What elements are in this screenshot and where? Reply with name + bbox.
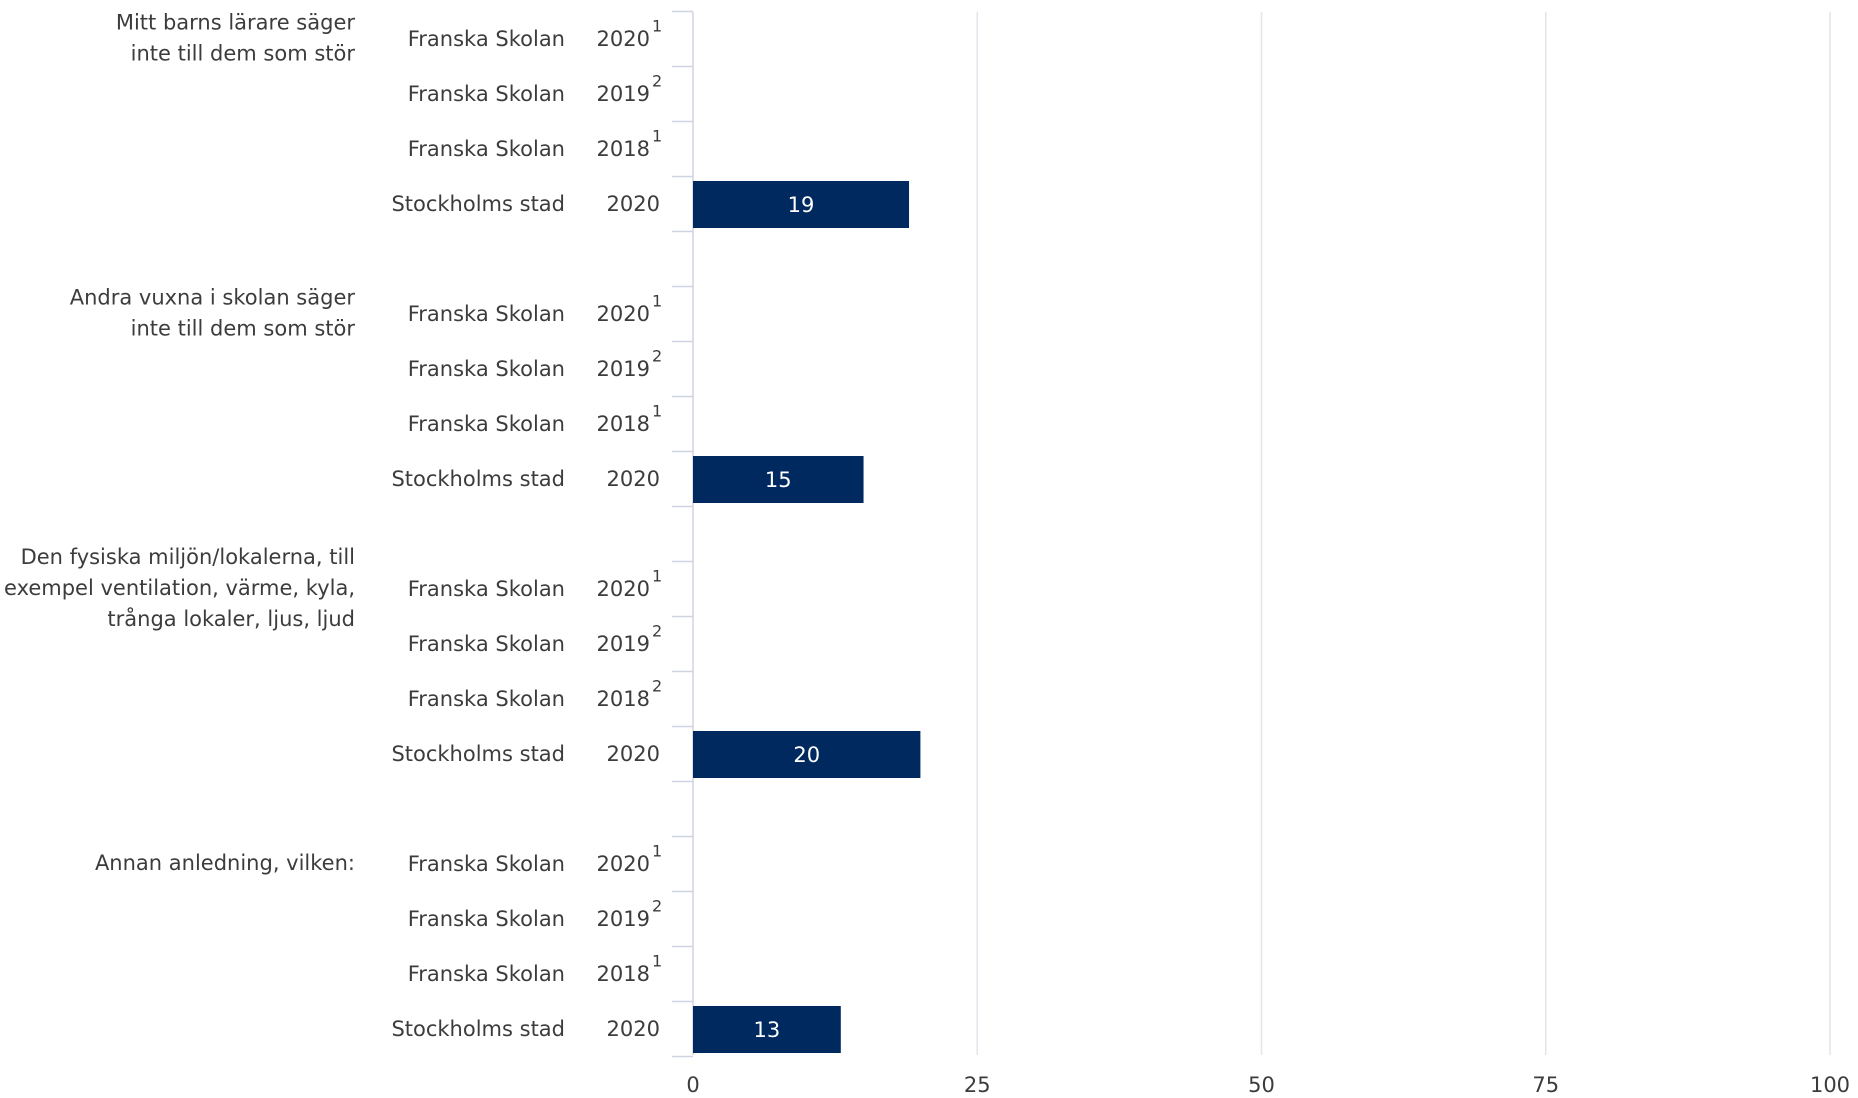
- row-name: Franska Skolan: [408, 632, 565, 656]
- value-label: 13: [754, 1018, 781, 1042]
- row-year: 2018: [597, 137, 650, 161]
- group-label: Andra vuxna i skolan säger: [70, 286, 356, 310]
- row-note: 2: [652, 72, 662, 91]
- row-year: 2019: [597, 632, 650, 656]
- bar: [693, 1006, 841, 1053]
- group-label: exempel ventilation, värme, kyla,: [4, 576, 355, 600]
- row-year: 2019: [597, 907, 650, 931]
- row-year: 2020: [607, 192, 660, 216]
- value-label: 15: [765, 468, 792, 492]
- row-name: Franska Skolan: [408, 412, 565, 436]
- row-note: 1: [652, 127, 662, 146]
- group-label: Annan anledning, vilken:: [95, 851, 355, 875]
- x-tick-label: 100: [1810, 1073, 1850, 1097]
- row-year: 2020: [597, 577, 650, 601]
- x-tick-label: 50: [1248, 1073, 1275, 1097]
- row-note: 1: [652, 292, 662, 311]
- group-label: trånga lokaler, ljus, ljud: [107, 606, 355, 631]
- x-tick-label: 0: [686, 1073, 699, 1097]
- row-name: Franska Skolan: [408, 137, 565, 161]
- row-year: 2018: [597, 687, 650, 711]
- row-name: Franska Skolan: [408, 302, 565, 326]
- row-name: Stockholms stad: [391, 192, 565, 216]
- bar: [693, 731, 921, 778]
- row-year: 2020: [607, 467, 660, 491]
- row-note: 1: [652, 842, 662, 861]
- row-year: 2020: [597, 27, 650, 51]
- row-year: 2020: [607, 742, 660, 766]
- row-name: Stockholms stad: [391, 742, 565, 766]
- row-year: 2019: [597, 357, 650, 381]
- row-name: Franska Skolan: [408, 852, 565, 876]
- row-year: 2020: [597, 302, 650, 326]
- x-tick-label: 75: [1532, 1073, 1559, 1097]
- group-label: inte till dem som stör: [131, 42, 356, 66]
- row-name: Franska Skolan: [408, 357, 565, 381]
- row-name: Stockholms stad: [391, 467, 565, 491]
- row-note: 2: [652, 677, 662, 696]
- row-name: Franska Skolan: [408, 27, 565, 51]
- row-name: Franska Skolan: [408, 907, 565, 931]
- row-note: 1: [652, 952, 662, 971]
- row-name: Franska Skolan: [408, 577, 565, 601]
- row-year: 2018: [597, 412, 650, 436]
- group-label: Mitt barns lärare säger: [116, 11, 356, 35]
- row-note: 1: [652, 17, 662, 36]
- row-name: Franska Skolan: [408, 82, 565, 106]
- bar: [693, 181, 910, 228]
- row-year: 2020: [607, 1017, 660, 1041]
- bar: [693, 456, 864, 503]
- row-note: 2: [652, 347, 662, 366]
- row-note: 2: [652, 622, 662, 641]
- row-year: 2020: [597, 852, 650, 876]
- row-note: 1: [652, 567, 662, 586]
- row-name: Stockholms stad: [391, 1017, 565, 1041]
- group-label: inte till dem som stör: [131, 317, 356, 341]
- x-tick-label: 25: [964, 1073, 991, 1097]
- value-label: 20: [793, 743, 820, 767]
- row-name: Franska Skolan: [408, 962, 565, 986]
- row-note: 1: [652, 402, 662, 421]
- row-year: 2019: [597, 82, 650, 106]
- value-label: 19: [788, 193, 815, 217]
- row-name: Franska Skolan: [408, 687, 565, 711]
- row-note: 2: [652, 897, 662, 916]
- group-label: Den fysiska miljön/lokalerna, till: [21, 545, 355, 569]
- row-year: 2018: [597, 962, 650, 986]
